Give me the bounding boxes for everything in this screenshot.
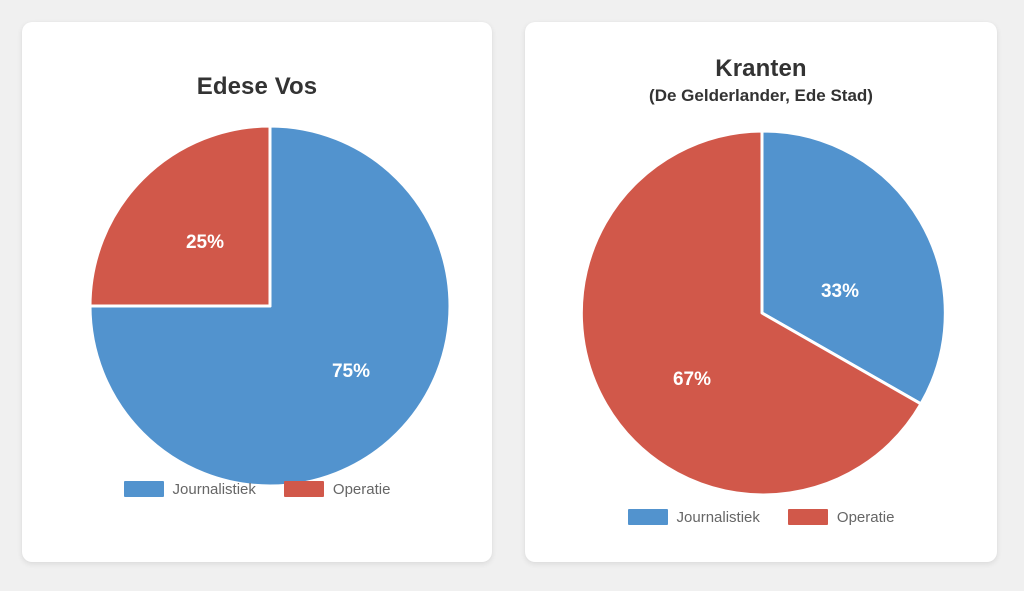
legend-item-operatie[interactable]: Operatie [283, 480, 391, 498]
legend-label-journalistiek: Journalistiek [676, 508, 760, 526]
legend-swatch-icon-journalistiek [627, 509, 668, 525]
chart-header-edese-vos: Edese Vos [22, 73, 492, 101]
legend-swatch-icon-operatie [787, 509, 828, 525]
legend-item-journalistiek[interactable]: Journalistiek [123, 480, 256, 498]
legend-item-operatie[interactable]: Operatie [787, 508, 895, 526]
chart-card-kranten: Kranten (De Gelderlander, Ede Stad) 33% … [525, 22, 997, 562]
chart-card-edese-vos: Edese Vos 75% 25% Journalistiek Operatie [22, 22, 492, 562]
legend-label-operatie: Operatie [836, 508, 895, 526]
pie-slice-journalistiek[interactable] [760, 129, 947, 406]
legend-item-journalistiek[interactable]: Journalistiek [627, 508, 760, 526]
legend-label-operatie: Operatie [332, 480, 391, 498]
pie-svg-edese-vos: 75% 25% [88, 124, 452, 488]
pie-slice-journalistiek[interactable] [88, 124, 452, 488]
slice-label-journalistiek: 33% [821, 281, 859, 302]
slice-label-operatie: 67% [673, 369, 711, 390]
chart-header-kranten: Kranten (De Gelderlander, Ede Stad) [525, 55, 997, 106]
pie-slice-operatie[interactable] [579, 129, 923, 497]
page-subtitle-kranten: (De Gelderlander, Ede Stad) [649, 85, 873, 105]
legend-edese-vos: Journalistiek Operatie [22, 481, 492, 497]
slice-label-journalistiek: 75% [332, 361, 370, 382]
page-title: Edese Vos [196, 73, 318, 100]
legend-swatch-icon-operatie [283, 481, 324, 497]
slice-label-operatie: 25% [186, 232, 224, 253]
legend-label-journalistiek: Journalistiek [172, 480, 256, 498]
pie-chart-edese-vos: 75% 25% [35, 82, 479, 488]
legend-swatch-icon-journalistiek [123, 481, 164, 497]
page-title-kranten: Kranten [715, 55, 807, 82]
pie-svg-kranten: 33% 67% [579, 129, 947, 497]
pie-slice-operatie[interactable] [88, 124, 272, 308]
pie-chart-kranten: 33% 67% [579, 112, 948, 497]
legend-kranten: Journalistiek Operatie [525, 509, 997, 525]
